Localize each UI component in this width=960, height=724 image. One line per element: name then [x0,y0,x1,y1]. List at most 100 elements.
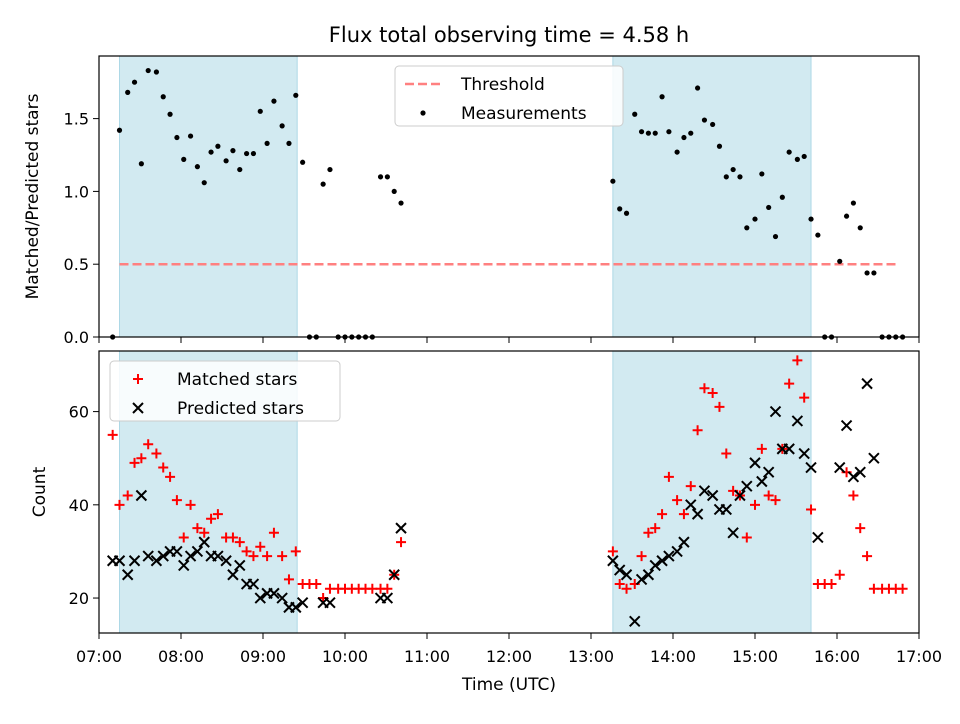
predicted-star-marker [698,485,711,497]
measurement-point [160,94,166,100]
matched-star-marker [862,551,873,562]
measurement-point [645,130,652,136]
y-tick-label: 0.5 [64,255,89,274]
matched-star-marker [621,583,632,594]
matched-star-marker [129,457,140,468]
matched-star-marker [171,495,182,506]
measurement-point [737,174,743,180]
predicted-star-marker [613,564,626,576]
matched-star-marker [114,499,125,510]
predicted-star-marker [191,545,204,558]
shaded-interval [612,55,812,338]
matched-star-marker [290,546,301,557]
matched-star-marker [122,490,133,501]
predicted-star-marker [635,573,648,586]
predicted-star-marker [642,569,655,581]
measurement-point [208,149,214,155]
matched-star-marker [663,471,674,482]
measurement-point [710,121,716,128]
matched-star-marker [741,532,752,543]
matched-star-marker [699,383,710,394]
matched-star-marker [721,448,732,459]
matched-star-marker [897,583,908,594]
matched-star-marker [178,532,189,543]
matched-star-marker [311,579,322,590]
x-tick-label: 10:00 [322,647,368,666]
x-tick-label: 14:00 [650,647,696,666]
x-tick-label: 13:00 [568,647,614,666]
matched-star-marker [255,541,266,552]
measurement-point [250,150,257,157]
matched-star-marker [248,551,259,562]
matched-star-marker [234,537,245,548]
matched-star-marker [151,448,162,459]
matched-star-marker [607,546,618,557]
measurement-point [857,225,863,231]
predicted-star-marker [212,550,224,562]
matched-star-marker [784,378,795,389]
predicted-star-marker [324,596,336,609]
measurement-point [759,171,765,177]
measurement-point [153,69,159,75]
predicted-star-marker [142,550,154,562]
measurement-point [801,153,807,160]
predicted-star-marker [227,569,239,581]
measurement-point [871,270,877,276]
matched-star-marker [685,481,696,492]
measurement-point [815,232,821,238]
measurement-point [271,98,277,104]
measurement-point [723,174,729,180]
measurement-point [194,164,200,170]
predicted-star-marker [720,503,733,516]
matched-star-marker [212,509,223,520]
matched-star-marker [158,462,169,473]
predicted-star-marker [121,569,134,581]
measurement-point [701,117,708,123]
predicted-star-marker [762,466,775,478]
measurement-point [327,166,333,173]
predicted-star-marker [113,555,126,567]
predicted-star-marker [388,569,400,581]
matched-star-marker [165,471,176,482]
measurement-point [398,200,404,206]
measurement-point [377,174,384,180]
shaded-interval [612,350,812,634]
x-tick-label: 09:00 [240,647,286,666]
y-tick-label: 40 [69,496,89,515]
measurement-point [666,129,672,135]
matched-star-marker [770,495,781,506]
matched-star-marker [650,523,661,534]
predicted-star-marker [854,466,866,478]
measurement-point [808,216,814,222]
matched-star-marker [714,401,725,412]
matched-star-marker [636,551,647,562]
measurement-point [138,161,144,167]
measurement-point [320,181,326,187]
measurement-point [201,180,207,186]
predicted-star-marker [629,615,641,628]
legend-label: Matched stars [177,370,297,390]
y-axis-label: Count [30,466,50,517]
predicted-star-marker [184,550,197,562]
predicted-star-marker [128,555,141,567]
predicted-star-marker [135,489,148,502]
predicted-star-marker [150,555,163,567]
matched-star-marker [277,551,288,562]
predicted-star-marker [607,555,619,567]
matched-star-marker [241,546,252,557]
measurement-point [766,204,772,211]
predicted-star-marker [685,499,697,511]
x-tick-label: 11:00 [404,647,450,666]
measurement-point [279,123,285,129]
measurement-point [293,92,299,98]
matched-star-marker [614,579,625,590]
measurement-point [794,156,800,162]
matched-star-marker [834,569,845,580]
predicted-star-marker [656,555,668,567]
y-axis-label: Matched/Predicted stars [23,93,43,299]
chart-title: Flux total observing time = 4.58 h [329,23,689,47]
predicted-star-marker [198,536,210,548]
measurement-point [659,94,665,100]
matched-star-marker [643,527,654,538]
predicted-star-marker [741,480,753,492]
